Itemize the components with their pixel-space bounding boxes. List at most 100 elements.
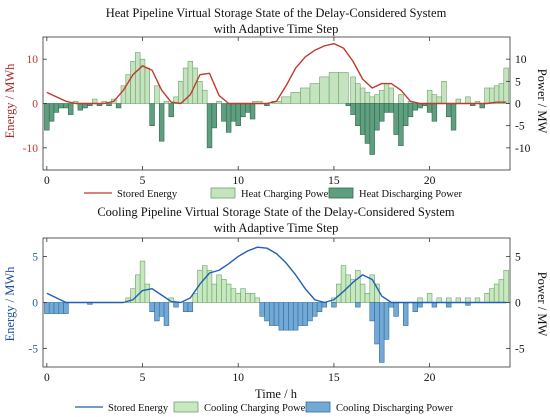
heat-discharging-bar — [48, 103, 55, 122]
cooling-y-right-label: Power / MW — [535, 272, 549, 337]
cooling-legend-swatch-charging — [173, 401, 199, 413]
cooling-charging-bar — [364, 292, 371, 303]
heat-charging-bar — [359, 87, 366, 104]
cooling-charging-bar — [484, 292, 490, 303]
cooling-discharging-bar — [331, 302, 337, 308]
heat-charging-bar — [441, 81, 447, 104]
cooling-y-left-tick-label: -5 — [28, 344, 38, 356]
heat-y-left-tick-label: -10 — [23, 143, 39, 155]
heat-charging-bar — [498, 83, 505, 104]
cooling-discharging-bar — [53, 302, 60, 314]
heat-discharging-bar — [58, 103, 64, 109]
heat-charging-bar — [290, 92, 301, 104]
heat-charging-bar — [369, 96, 375, 104]
heat-chart-title: Heat Pipeline Virtual Storage State of t… — [106, 6, 447, 20]
heat-discharging-bar — [450, 103, 457, 131]
cooling-legend-label-charging: Cooling Charging Power — [204, 403, 309, 414]
heat-discharging-bar — [63, 103, 69, 109]
heat-charging-bar — [197, 81, 203, 104]
heat-y-right-tick-label: -5 — [515, 121, 525, 133]
heat-legend: Stored Energy Heat Charging Power Heat D… — [84, 187, 463, 200]
heat-discharging-bar — [379, 103, 385, 122]
cooling-charging-bar — [359, 283, 366, 303]
cooling-charging-bar — [493, 283, 500, 303]
heat-discharging-bar — [221, 103, 227, 122]
cooling-charging-bar — [340, 265, 347, 303]
cooling-discharging-bar — [412, 302, 418, 313]
cooling-discharging-bar — [393, 302, 399, 317]
heat-charging-bar — [163, 100, 170, 104]
heat-chart-subtitle: with Adaptive Time Step — [214, 22, 339, 36]
heat-charging-bar — [154, 85, 160, 104]
cooling-charging-bar — [144, 283, 150, 303]
heat-charging-bar — [300, 87, 311, 104]
heat-y-right-tick-label: 0 — [515, 99, 521, 111]
cooling-charging-bar — [489, 288, 495, 303]
cooling-legend: Stored Energy Cooling Charging Power Coo… — [75, 401, 454, 414]
heat-charging-bar — [144, 67, 150, 104]
heat-discharging-bar — [426, 103, 433, 113]
heat-charging-bar — [398, 94, 404, 104]
cooling-discharging-bar — [173, 302, 179, 308]
heat-legend-swatch-discharging — [328, 187, 354, 199]
heat-y-right-tick-label: 5 — [515, 76, 521, 88]
cooling-legend-label-discharging: Cooling Discharging Power — [336, 403, 454, 414]
heat-discharging-bar — [369, 103, 375, 155]
cooling-discharging-bar — [44, 302, 50, 314]
heat-charging-bar — [426, 89, 433, 104]
cooling-discharging-bar — [269, 302, 275, 326]
cooling-discharging-bar — [187, 302, 194, 313]
cooling-x-tick-label: 20 — [424, 372, 436, 384]
cooling-charging-bar — [498, 279, 505, 303]
heat-y-right-tick-label: 10 — [515, 54, 527, 66]
cooling-x-tick-label: 15 — [328, 372, 340, 384]
cooling-discharging-bar — [158, 302, 165, 317]
heat-discharging-bar — [44, 103, 50, 131]
cooling-charging-bar — [254, 297, 261, 303]
heat-discharging-bar — [158, 103, 165, 142]
heat-charging-bar — [135, 52, 141, 104]
cooling-discharging-bar — [369, 302, 375, 322]
cooling-chart-subtitle: with Adaptive Time Step — [214, 221, 339, 235]
heat-discharging-bar — [206, 103, 213, 149]
cooling-x-tick-label: 0 — [44, 372, 50, 384]
heat-charging-bar — [489, 87, 495, 104]
cooling-y-right-tick-label: 5 — [515, 251, 521, 263]
heat-charging-bar — [309, 83, 320, 104]
heat-y-left-tick-label: 10 — [27, 54, 39, 66]
cooling-discharging-bar — [402, 302, 409, 326]
heat-y-left-label: Energy / MWh — [3, 63, 17, 139]
heat-discharging-bar — [77, 103, 84, 111]
heat-discharging-bar — [245, 103, 251, 113]
heat-discharging-bar — [393, 103, 399, 135]
heat-charging-bar — [328, 72, 340, 104]
heat-legend-swatch-charging — [210, 187, 236, 199]
heat-discharging-bar — [230, 103, 237, 122]
heat-stored-energy-line — [46, 42, 507, 105]
cooling-x-tick-label: 5 — [140, 372, 146, 384]
heat-y-right-tick-label: -10 — [515, 143, 531, 155]
heat-discharging-bar — [398, 103, 404, 146]
cooling-charging-bar — [230, 288, 237, 303]
heat-y-right-label: Power / MW — [535, 69, 549, 134]
cooling-charging-bar — [245, 292, 251, 303]
heat-chart: Heat Pipeline Virtual Storage State of t… — [3, 6, 549, 187]
cooling-discharging-bar — [264, 302, 270, 322]
cooling-charging-bar — [139, 260, 146, 303]
cooling-charging-bar — [211, 283, 217, 303]
heat-charging-bar — [364, 92, 371, 104]
cooling-charging-bar — [249, 292, 256, 303]
cooling-discharging-bar — [288, 302, 294, 331]
heat-charging-bar — [436, 96, 442, 104]
cooling-discharging-bar — [149, 302, 155, 313]
cooling-y-left-tick-label: 0 — [32, 298, 38, 310]
heat-charging-bar — [187, 61, 194, 104]
cooling-legend-swatch-discharging — [305, 401, 331, 413]
cooling-x-label: Time / h — [255, 387, 298, 401]
heat-charging-bar — [202, 89, 208, 104]
cooling-charging-bar — [235, 292, 241, 303]
cooling-discharging-bar — [355, 302, 361, 308]
cooling-discharging-bar — [283, 302, 289, 331]
cooling-discharging-bar — [302, 302, 308, 326]
cooling-charging-bar — [503, 269, 509, 303]
